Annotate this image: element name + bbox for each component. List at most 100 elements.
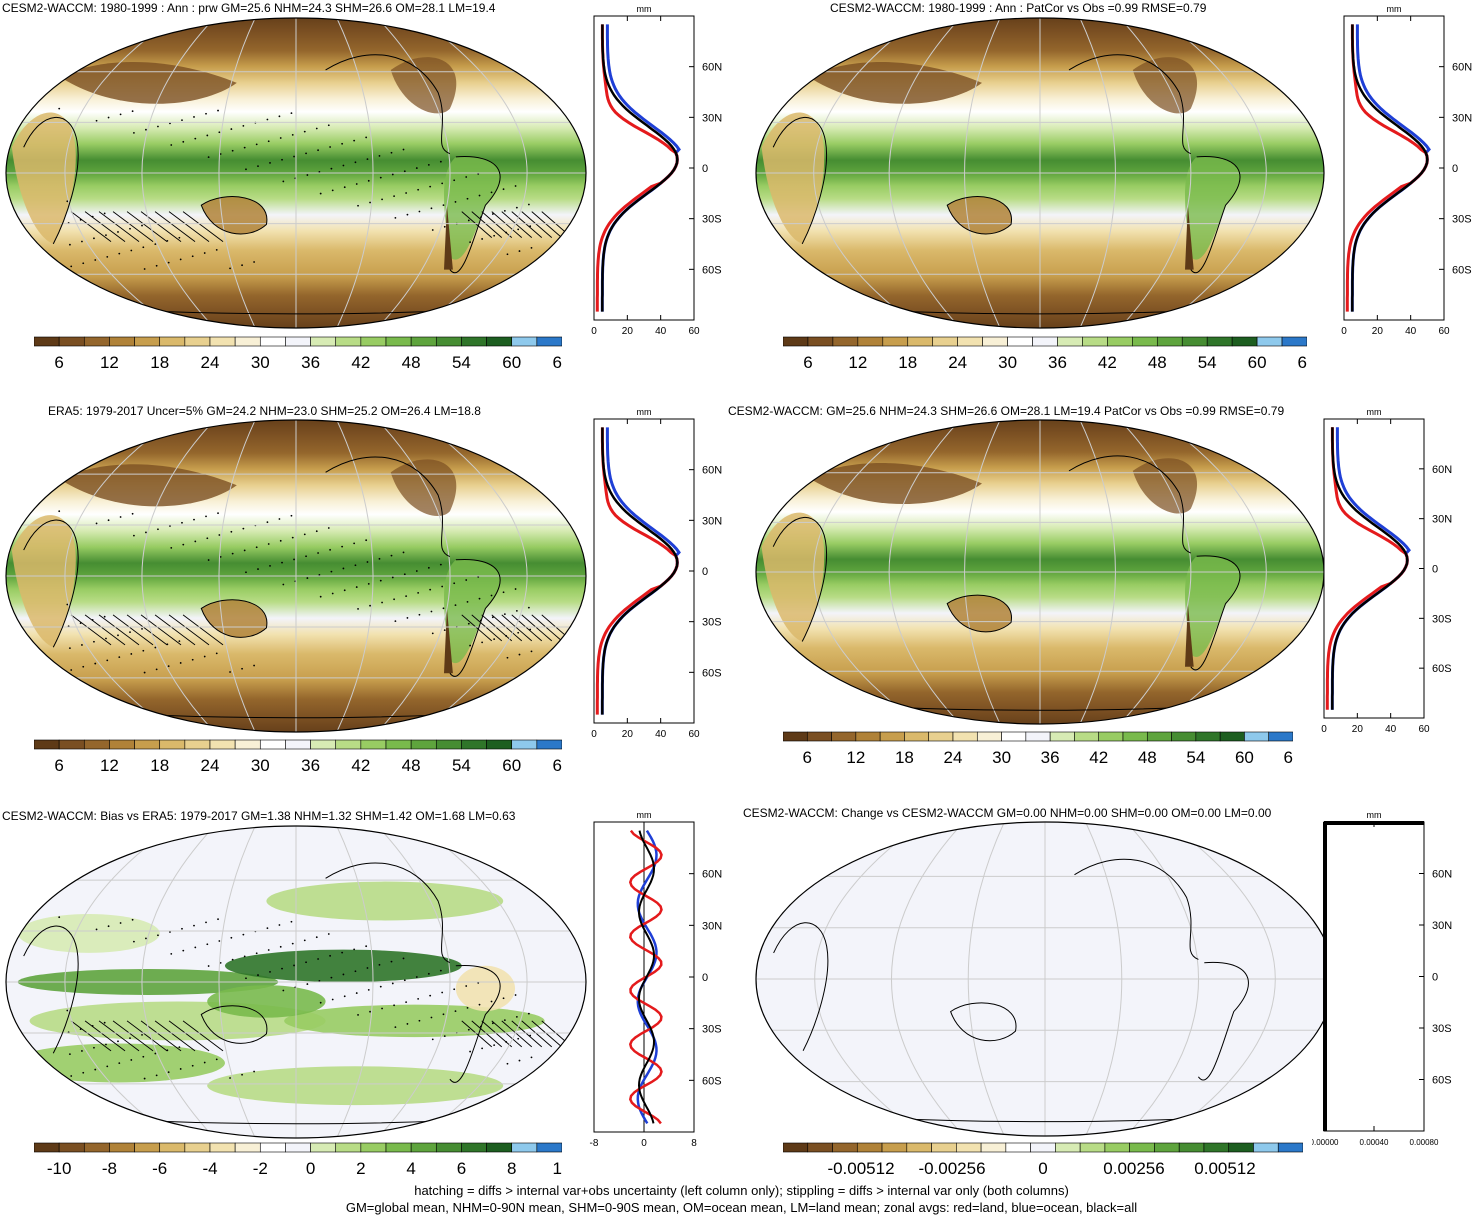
colorbar-label: 24 [948,353,967,372]
profile-xtick: 60 [688,729,700,740]
profile-ytick: 30S [702,1024,722,1036]
colorbar-label: 18 [150,756,169,775]
map-panel-3 [5,419,587,733]
colorbar-swatch [982,336,1008,347]
colorbar-swatch [410,336,437,347]
colorbar-swatch [1203,1142,1230,1153]
zonal-profile-6: mm 60N 30N 0 30S 60S 0.00000 0.00040 0.00080 [1312,810,1452,1147]
panel-title: CESM2-WACCM: Change vs CESM2-WACCM GM=0.… [743,806,1272,820]
colorbar-swatch [1049,731,1075,742]
colorbar-swatch [1025,731,1051,742]
map-panel-2 [755,17,1325,329]
colorbar-label: 6 [54,756,63,775]
profile-ytick: 30N [702,920,722,932]
profile-unit: mm [1367,407,1382,417]
colorbar-swatch [807,336,834,347]
map-field [6,18,586,328]
colorbar-swatch [109,336,135,347]
colorbar-swatch [1244,731,1270,742]
profile-ytick: 30S [1452,214,1472,226]
colorbar-label: 24 [201,353,220,372]
colorbar-swatch [159,1142,186,1153]
colorbar-swatch [234,739,261,750]
profile-xtick: 0 [591,326,597,337]
colorbar-swatch [832,1142,858,1153]
profile-ytick: 30N [1432,920,1452,932]
profile-unit: mm [1367,810,1382,820]
profile-xtick: 20 [622,326,634,337]
colorbar-label: 54 [452,756,471,775]
profile-ytick: 60N [702,869,722,881]
colorbar-label: 54 [1198,353,1217,372]
colorbar-label: 60 [502,353,521,372]
map-field [6,826,586,1138]
graticule [6,826,586,1138]
colorbar-swatch [1001,731,1027,742]
colorbar-label: 36 [301,756,320,775]
colorbar-label: 4 [406,1159,415,1178]
colorbar-label: -0.00512 [827,1159,894,1178]
colorbar-swatch [209,739,236,750]
profile-frame [593,15,695,321]
map-outline [5,825,587,1139]
colorbar-swatch [259,739,286,750]
colorbar-swatch [335,1142,362,1153]
colorbar-label: 12 [100,353,119,372]
colorbar-label: 42 [1089,748,1108,767]
colorbar-swatch [360,739,387,750]
colorbar-label: 48 [1148,353,1167,372]
profile-ytick: 60S [1432,663,1452,675]
colorbar-swatch [956,1142,982,1153]
zonal-profile-5: mm 60N 30N 0 30S 60S -8 0 8 [590,810,722,1149]
colorbar-label: 48 [1138,748,1157,767]
colorbar-label: 0 [1038,1159,1047,1178]
colorbar-label: 54 [452,353,471,372]
profile-ytick: 0 [1452,163,1458,175]
colorbar-swatch [34,336,60,347]
profile-xtick: 0 [591,729,597,740]
profile-xtick: -8 [590,1138,599,1149]
stippling [58,510,533,674]
colorbar-swatch [1030,1142,1056,1153]
colorbar-swatch [1171,731,1197,742]
colorbar-swatch [159,336,186,347]
colorbar-swatch [1277,1142,1303,1153]
colorbar-swatch [159,739,186,750]
colorbar-swatch [184,739,211,750]
colorbar-swatch [1219,731,1245,742]
profile-xtick: 40 [1385,724,1397,735]
profile-xtick: 40 [655,326,667,337]
colorbar-swatch [931,1142,957,1153]
colorbar-5: -10 -8 -6 -4 -2 0 2 4 6 8 10 [34,1142,562,1178]
colorbar-swatch [360,336,387,347]
profile-line [1351,24,1429,312]
colorbar-swatch [259,1142,286,1153]
colorbar-label: 30 [998,353,1017,372]
profile-line [1331,427,1409,710]
colorbar-label: 30 [251,353,270,372]
colorbar-swatch [1005,1142,1031,1153]
zonal-profile-2: mm 60N 30N 0 30S 60S 0 20 40 60 [1341,4,1472,337]
colorbar-swatch [58,1142,85,1153]
graticule [756,822,1334,1136]
map-field [756,420,1324,724]
colorbar-swatch [184,336,211,347]
colorbar-swatch [1007,336,1033,347]
colorbar-swatch [461,1142,487,1153]
colorbar-swatch [882,336,909,347]
colorbar-label: 6 [803,748,812,767]
profile-ytick: 0 [702,163,708,175]
profile-ytick: 30N [1432,514,1452,526]
profile-ytick: 30S [702,214,722,226]
colorbar-swatch [285,739,311,750]
profile-frame [1323,418,1425,719]
profile-xtick: 0 [1321,724,1327,735]
colorbar-swatch [1156,336,1183,347]
colorbar-swatch [1057,336,1083,347]
colorbar-label: 18 [150,353,169,372]
colorbar-label: 42 [351,353,370,372]
map-panel-4 [755,419,1325,725]
map-field [6,420,586,732]
profile-ytick: 30S [702,617,722,629]
panel-title: CESM2-WACCM: 1980-1999 : Ann : prw GM=25… [2,1,496,15]
